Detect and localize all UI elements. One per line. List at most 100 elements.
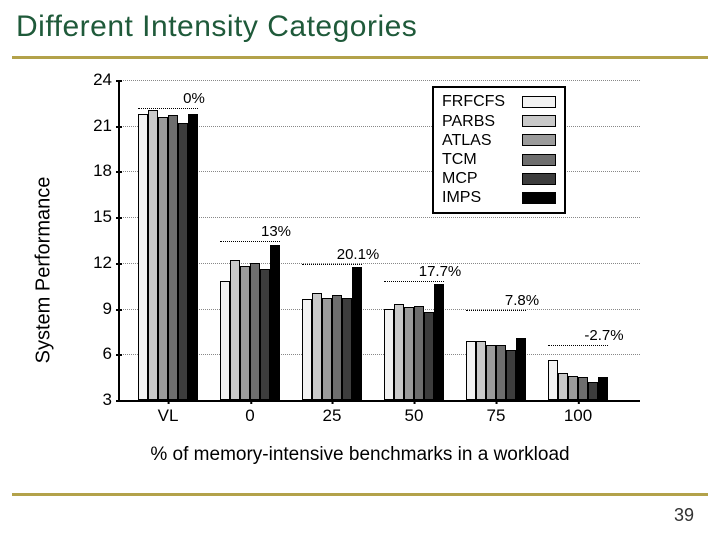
gridline: [120, 217, 640, 218]
legend-swatch: [522, 96, 556, 108]
x-tick: 50: [405, 400, 424, 426]
bar-parbs: [148, 110, 158, 400]
rule-top: [12, 56, 708, 59]
bar-tcm: [250, 263, 260, 400]
bar-mcp: [260, 269, 270, 400]
gridline: [120, 263, 640, 264]
legend-swatch: [522, 173, 556, 185]
pct-label: 7.8%: [505, 292, 539, 309]
bar-group: [384, 284, 444, 400]
y-axis-label: System Performance: [33, 177, 56, 364]
bar-frfcfs: [302, 299, 312, 400]
bar-frfcfs: [466, 341, 476, 400]
y-tick: 15: [93, 207, 120, 227]
bar-frfcfs: [220, 281, 230, 400]
plot-area: 3691215182124VL02550751000%13%20.1%17.7%…: [118, 80, 640, 402]
bar-imps: [270, 245, 280, 400]
bar-mcp: [588, 382, 598, 400]
legend-item: MCP: [442, 169, 556, 188]
y-tick: 3: [103, 390, 120, 410]
bar-mcp: [342, 298, 352, 400]
pct-dotline: [466, 310, 526, 311]
pct-label: 13%: [261, 223, 291, 240]
bar-mcp: [178, 123, 188, 400]
y-tick: 18: [93, 161, 120, 181]
legend-label: ATLAS: [442, 131, 514, 150]
rule-bottom: [12, 493, 708, 496]
bar-atlas: [568, 376, 578, 400]
legend-swatch: [522, 192, 556, 204]
bar-tcm: [578, 377, 588, 400]
page-number: 39: [674, 505, 694, 526]
x-axis-label: % of memory-intensive benchmarks in a wo…: [60, 444, 660, 466]
bar-group: [466, 338, 526, 400]
bar-mcp: [506, 350, 516, 400]
y-tick: 6: [103, 344, 120, 364]
legend-item: PARBS: [442, 112, 556, 131]
bar-atlas: [322, 298, 332, 400]
legend-item: ATLAS: [442, 131, 556, 150]
bar-parbs: [230, 260, 240, 400]
bar-tcm: [168, 115, 178, 400]
legend-label: MCP: [442, 169, 514, 188]
bar-parbs: [394, 304, 404, 400]
slide-title: Different Intensity Categories: [16, 10, 417, 44]
legend-item: IMPS: [442, 188, 556, 207]
slide: Different Intensity Categories System Pe…: [0, 0, 720, 540]
y-tick: 21: [93, 116, 120, 136]
gridline: [120, 354, 640, 355]
bar-imps: [516, 338, 526, 400]
x-tick: 100: [564, 400, 592, 426]
pct-label: 17.7%: [419, 263, 462, 280]
bar-tcm: [414, 306, 424, 400]
bar-atlas: [240, 266, 250, 400]
bar-parbs: [312, 293, 322, 400]
y-tick: 9: [103, 299, 120, 319]
bar-imps: [188, 114, 198, 400]
bar-imps: [434, 284, 444, 400]
gridline: [120, 80, 640, 81]
legend-label: IMPS: [442, 188, 514, 207]
gridline: [120, 309, 640, 310]
bar-tcm: [332, 295, 342, 400]
pct-label: 20.1%: [337, 246, 380, 263]
bar-parbs: [558, 373, 568, 400]
bar-atlas: [404, 307, 414, 400]
y-tick: 12: [93, 253, 120, 273]
x-tick: VL: [158, 400, 179, 426]
bar-mcp: [424, 312, 434, 400]
bar-group: [138, 110, 198, 400]
bar-atlas: [486, 345, 496, 400]
x-tick: 75: [487, 400, 506, 426]
legend-item: TCM: [442, 150, 556, 169]
x-tick: 25: [323, 400, 342, 426]
bar-parbs: [476, 341, 486, 400]
x-tick: 0: [245, 400, 254, 426]
chart: System Performance 3691215182124VL025507…: [60, 80, 660, 460]
legend-swatch: [522, 134, 556, 146]
bar-group: [548, 360, 608, 400]
bar-frfcfs: [138, 114, 148, 400]
bar-group: [220, 245, 280, 400]
bar-atlas: [158, 117, 168, 400]
legend-swatch: [522, 154, 556, 166]
pct-dotline: [548, 345, 608, 346]
legend-label: TCM: [442, 150, 514, 169]
pct-label: 0%: [183, 90, 205, 107]
legend: FRFCFSPARBSATLASTCMMCPIMPS: [432, 86, 566, 213]
legend-item: FRFCFS: [442, 92, 556, 111]
bar-frfcfs: [384, 309, 394, 400]
pct-dotline: [220, 241, 280, 242]
legend-label: FRFCFS: [442, 92, 514, 111]
bar-imps: [352, 267, 362, 400]
pct-dotline: [138, 108, 198, 109]
bar-frfcfs: [548, 360, 558, 400]
bar-group: [302, 267, 362, 400]
legend-label: PARBS: [442, 112, 514, 131]
pct-label: -2.7%: [584, 327, 623, 344]
y-tick: 24: [93, 70, 120, 90]
bar-imps: [598, 377, 608, 400]
legend-swatch: [522, 115, 556, 127]
pct-dotline: [384, 281, 444, 282]
pct-dotline: [302, 264, 362, 265]
